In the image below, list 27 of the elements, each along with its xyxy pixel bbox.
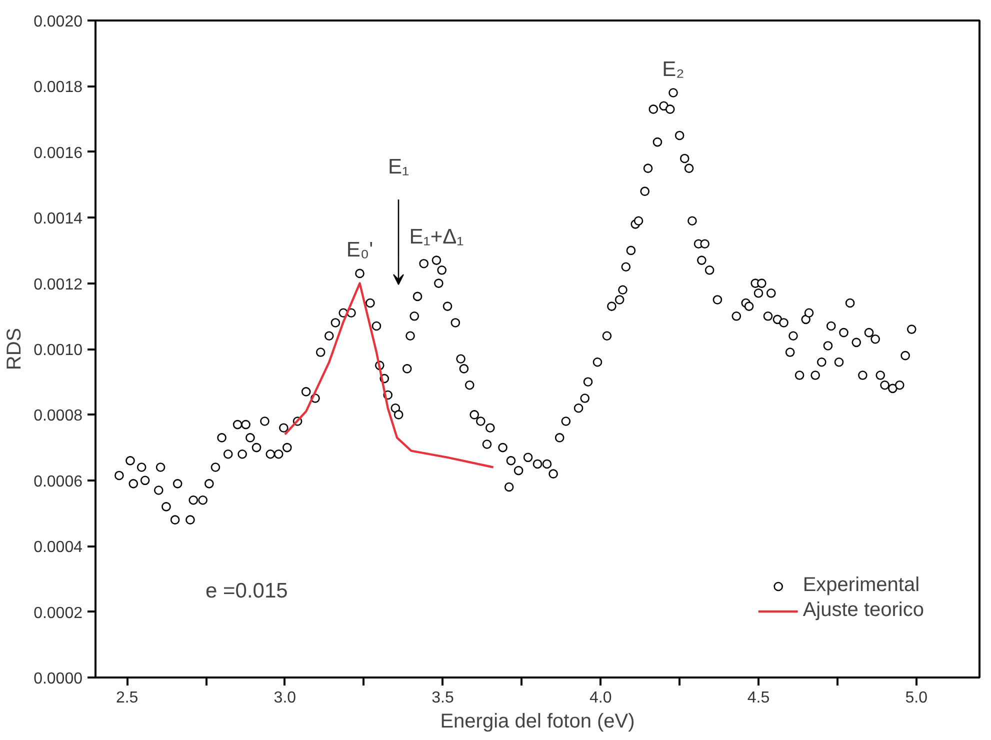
- x-tick-label: 4.0: [590, 690, 612, 706]
- annotation: E₂: [662, 58, 684, 81]
- x-tick-label: 3.5: [432, 690, 454, 706]
- y-tick-label: 0.0012: [34, 276, 83, 294]
- x-axis-title: Energia del foton (eV): [440, 710, 635, 732]
- x-tick-label: 5.0: [905, 690, 928, 706]
- legend-label: Ajuste teorico: [802, 599, 924, 622]
- annotation: E₀': [346, 238, 374, 262]
- y-tick-label: 0.0002: [34, 604, 83, 622]
- y-tick-label: 0.0004: [34, 539, 83, 556]
- y-tick-label: 0.0008: [34, 408, 83, 425]
- line-series: [284, 282, 494, 468]
- y-tick-label: 0.0010: [34, 342, 83, 359]
- y-tick-label: 0.0018: [34, 79, 83, 96]
- y-tick-label: 0.0016: [34, 144, 83, 162]
- annotation: E₁: [388, 156, 410, 178]
- y-tick-label: 0.0000: [34, 670, 83, 688]
- y-axis-title: RDS: [4, 328, 26, 370]
- y-tick-label: 0.0020: [34, 14, 83, 30]
- y-tick-label: 0.0006: [34, 473, 83, 490]
- y-tick-label: 0.0014: [34, 210, 83, 228]
- legend-label: Experimental: [802, 574, 920, 597]
- x-tick-label: 3.0: [274, 690, 296, 706]
- x-tick-label: 2.5: [116, 690, 138, 706]
- annotation: E₁+Δ₁: [409, 225, 464, 248]
- x-tick-label: 4.5: [747, 690, 770, 706]
- annotation: e =0.015: [206, 580, 288, 602]
